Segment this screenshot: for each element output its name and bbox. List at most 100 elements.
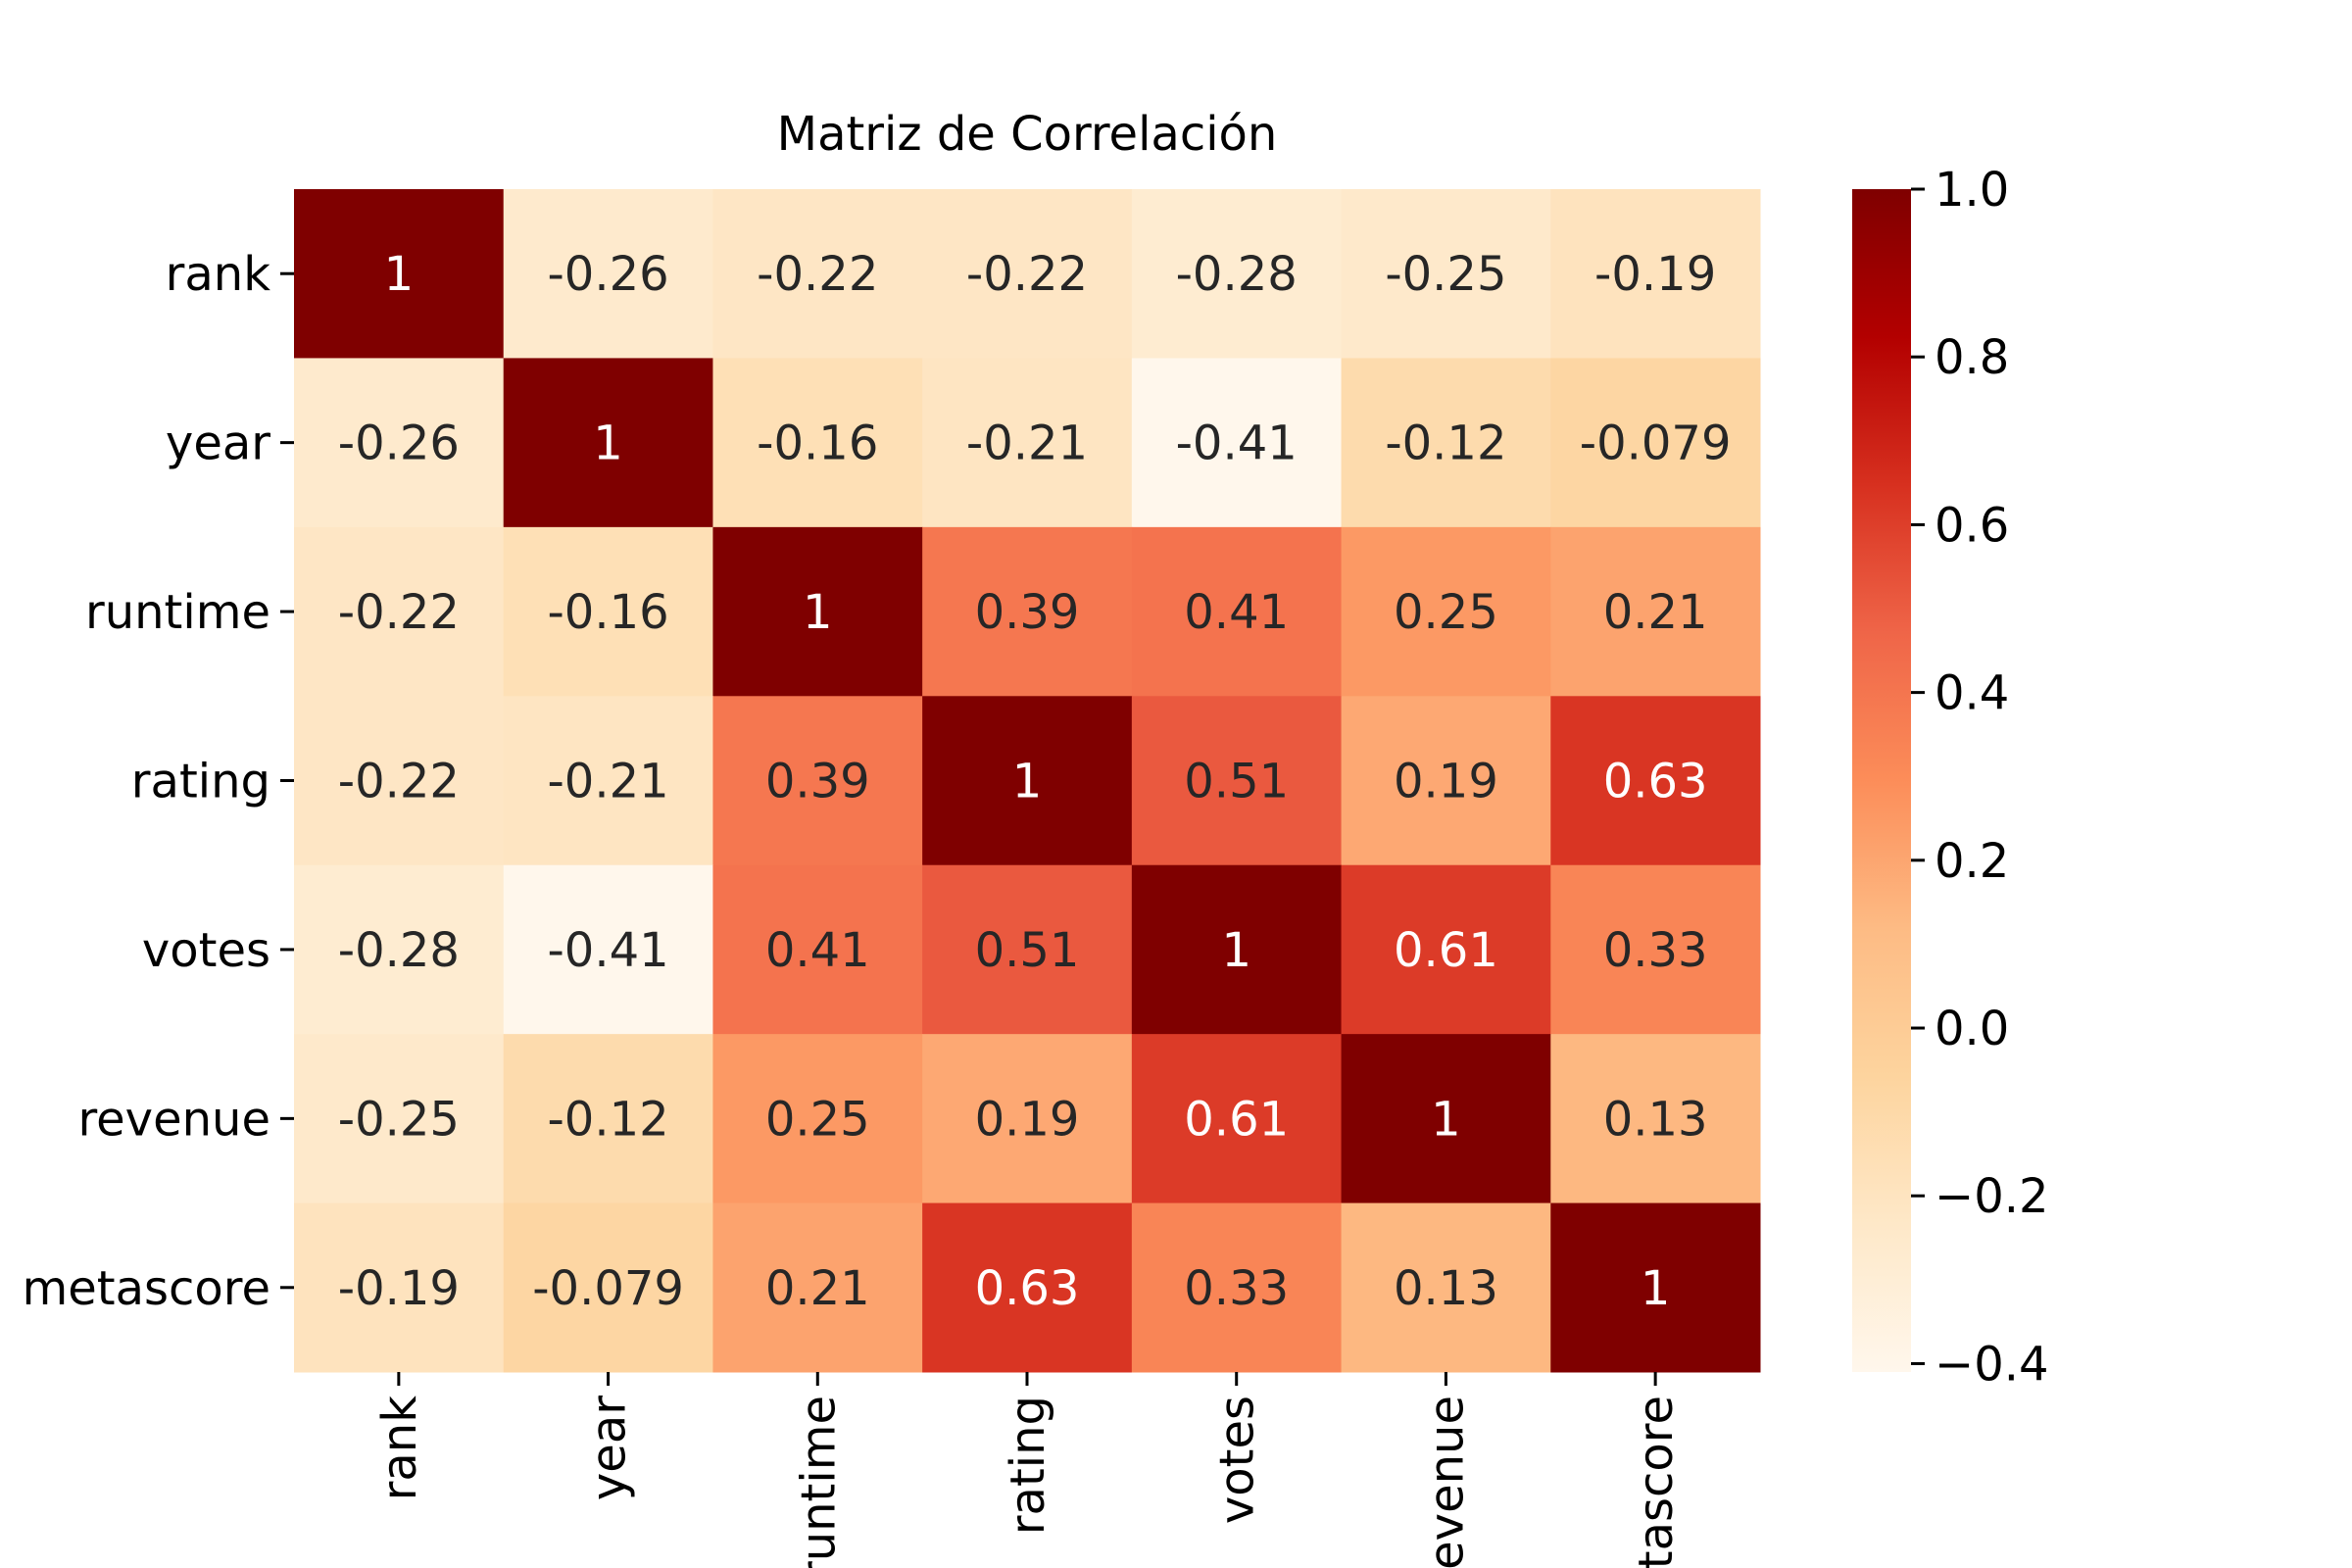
x-tick-label-revenue: revenue bbox=[1419, 1396, 1474, 1568]
heatmap-cells bbox=[294, 189, 1761, 1373]
cell-annotations: 1 -0.26 -0.22 -0.22 -0.28 -0.25 -0.19 -0.26 1 -0.… bbox=[338, 247, 1732, 1316]
heatmap-cell-votes-metascore bbox=[1550, 864, 1761, 1035]
cell-label-runtime-year: -0.16 bbox=[547, 585, 668, 640]
y-tick-label-revenue: revenue bbox=[77, 1092, 270, 1147]
y-axis: rank year runtime rating votes revenue metasco… bbox=[23, 247, 294, 1316]
cell-label-votes-votes: 1 bbox=[1221, 923, 1251, 978]
cell-label-revenue-votes: 0.61 bbox=[1184, 1092, 1289, 1147]
colorbar-tick-label: −0.4 bbox=[1935, 1337, 2049, 1392]
x-axis: rank year runtime rating votes revenue metasco… bbox=[372, 1372, 1684, 1568]
heatmap-cell-revenue-rank bbox=[294, 1034, 505, 1204]
colorbar: 1.0 0.8 0.6 0.4 0.2 0.0 −0.2 −0.4 bbox=[1852, 163, 2049, 1392]
heatmap-cell-votes-revenue bbox=[1341, 864, 1551, 1035]
colorbar-tick-label: 0.4 bbox=[1935, 666, 2009, 721]
heatmap-cell-runtime-metascore bbox=[1550, 526, 1761, 697]
heatmap-cell-year-metascore bbox=[1550, 358, 1761, 528]
cell-label-rank-rating: -0.22 bbox=[966, 247, 1088, 302]
chart-title: Matriz de Correlación bbox=[777, 107, 1278, 162]
cell-label-revenue-year: -0.12 bbox=[547, 1092, 668, 1147]
cell-label-revenue-revenue: 1 bbox=[1431, 1092, 1461, 1147]
colorbar-tick-label: 0.6 bbox=[1935, 498, 2009, 553]
cell-label-year-votes: -0.41 bbox=[1176, 416, 1298, 471]
cell-label-metascore-runtime: 0.21 bbox=[765, 1261, 870, 1316]
cell-label-metascore-rank: -0.19 bbox=[338, 1261, 460, 1316]
y-tick-label-votes: votes bbox=[142, 923, 270, 978]
cell-label-metascore-votes: 0.33 bbox=[1184, 1261, 1289, 1316]
x-tick-label-year: year bbox=[582, 1396, 637, 1500]
cell-label-rank-revenue: -0.25 bbox=[1385, 247, 1506, 302]
cell-label-rating-metascore: 0.63 bbox=[1603, 755, 1708, 809]
heatmap-cell-rating-rank bbox=[294, 696, 505, 866]
cell-label-revenue-rating: 0.19 bbox=[975, 1092, 1080, 1147]
x-tick-label-rank: rank bbox=[372, 1396, 427, 1501]
heatmap-cell-metascore-revenue bbox=[1341, 1202, 1551, 1373]
heatmap-cell-rank-rank bbox=[294, 189, 505, 359]
cell-label-rating-revenue: 0.19 bbox=[1394, 755, 1498, 809]
heatmap-cell-votes-rank bbox=[294, 864, 505, 1035]
cell-label-year-rank: -0.26 bbox=[338, 416, 460, 471]
heatmap-cell-runtime-year bbox=[503, 526, 713, 697]
heatmap-cell-rank-runtime bbox=[712, 189, 923, 359]
colorbar-gradient bbox=[1852, 189, 1911, 1372]
cell-label-year-runtime: -0.16 bbox=[757, 416, 878, 471]
x-tick-label-votes: votes bbox=[1210, 1396, 1265, 1524]
heatmap-cell-votes-votes bbox=[1131, 864, 1343, 1035]
cell-label-votes-metascore: 0.33 bbox=[1603, 923, 1708, 978]
heatmap-cell-rating-year bbox=[503, 696, 713, 866]
cell-label-rating-rank: -0.22 bbox=[338, 755, 460, 809]
y-tick-label-metascore: metascore bbox=[23, 1261, 271, 1316]
cell-label-votes-rank: -0.28 bbox=[338, 923, 460, 978]
heatmap-cell-rating-metascore bbox=[1550, 696, 1761, 866]
colorbar-tick-label: 0.0 bbox=[1935, 1002, 2009, 1056]
heatmap-cell-rating-revenue bbox=[1341, 696, 1551, 866]
heatmap-cell-metascore-rank bbox=[294, 1202, 505, 1373]
cell-label-year-metascore: -0.079 bbox=[1580, 416, 1732, 471]
heatmap-cell-revenue-rating bbox=[922, 1034, 1133, 1204]
heatmap-cell-runtime-runtime bbox=[712, 526, 923, 697]
heatmap-cell-votes-runtime bbox=[712, 864, 923, 1035]
cell-label-rank-year: -0.26 bbox=[547, 247, 668, 302]
heatmap-cell-revenue-year bbox=[503, 1034, 713, 1204]
cell-label-rating-rating: 1 bbox=[1012, 755, 1043, 809]
colorbar-tick-label: 0.2 bbox=[1935, 834, 2009, 889]
cell-label-metascore-metascore: 1 bbox=[1641, 1261, 1671, 1316]
heatmap-cell-votes-rating bbox=[922, 864, 1133, 1035]
cell-label-votes-revenue: 0.61 bbox=[1394, 923, 1498, 978]
cell-label-runtime-revenue: 0.25 bbox=[1394, 585, 1498, 640]
cell-label-metascore-revenue: 0.13 bbox=[1394, 1261, 1498, 1316]
heatmap-cell-runtime-rank bbox=[294, 526, 505, 697]
heatmap-cell-year-year bbox=[503, 358, 713, 528]
cell-label-rating-votes: 0.51 bbox=[1184, 755, 1289, 809]
heatmap-cell-votes-year bbox=[503, 864, 713, 1035]
heatmap-cell-runtime-rating bbox=[922, 526, 1133, 697]
heatmap-cell-revenue-runtime bbox=[712, 1034, 923, 1204]
heatmap-cell-revenue-votes bbox=[1131, 1034, 1343, 1204]
cell-label-rank-rank: 1 bbox=[384, 247, 415, 302]
heatmap-cell-rank-metascore bbox=[1550, 189, 1761, 359]
x-tick-label-rating: rating bbox=[1001, 1396, 1055, 1535]
cell-label-runtime-metascore: 0.21 bbox=[1603, 585, 1708, 640]
colorbar-ticks: 1.0 0.8 0.6 0.4 0.2 0.0 −0.2 −0.4 bbox=[1911, 163, 2049, 1392]
cell-label-runtime-runtime: 1 bbox=[803, 585, 833, 640]
cell-label-votes-rating: 0.51 bbox=[975, 923, 1080, 978]
cell-label-year-year: 1 bbox=[593, 416, 623, 471]
heatmap-cell-rank-votes bbox=[1131, 189, 1343, 359]
heatmap-cell-year-votes bbox=[1131, 358, 1343, 528]
cell-label-runtime-votes: 0.41 bbox=[1184, 585, 1289, 640]
heatmap-cell-rating-votes bbox=[1131, 696, 1343, 866]
cell-label-rank-votes: -0.28 bbox=[1176, 247, 1298, 302]
cell-label-rating-runtime: 0.39 bbox=[765, 755, 870, 809]
heatmap-cell-year-rank bbox=[294, 358, 505, 528]
cell-label-revenue-metascore: 0.13 bbox=[1603, 1092, 1708, 1147]
heatmap-cell-rating-rating bbox=[922, 696, 1133, 866]
heatmap-cell-year-revenue bbox=[1341, 358, 1551, 528]
heatmap-cell-metascore-votes bbox=[1131, 1202, 1343, 1373]
x-tick-label-metascore: metascore bbox=[1629, 1396, 1684, 1568]
cell-label-runtime-rating: 0.39 bbox=[975, 585, 1080, 640]
heatmap-cell-runtime-revenue bbox=[1341, 526, 1551, 697]
cell-label-votes-year: -0.41 bbox=[547, 923, 668, 978]
heatmap-cell-metascore-metascore bbox=[1550, 1202, 1761, 1373]
y-tick-label-year: year bbox=[166, 416, 270, 471]
heatmap-cell-revenue-metascore bbox=[1550, 1034, 1761, 1204]
